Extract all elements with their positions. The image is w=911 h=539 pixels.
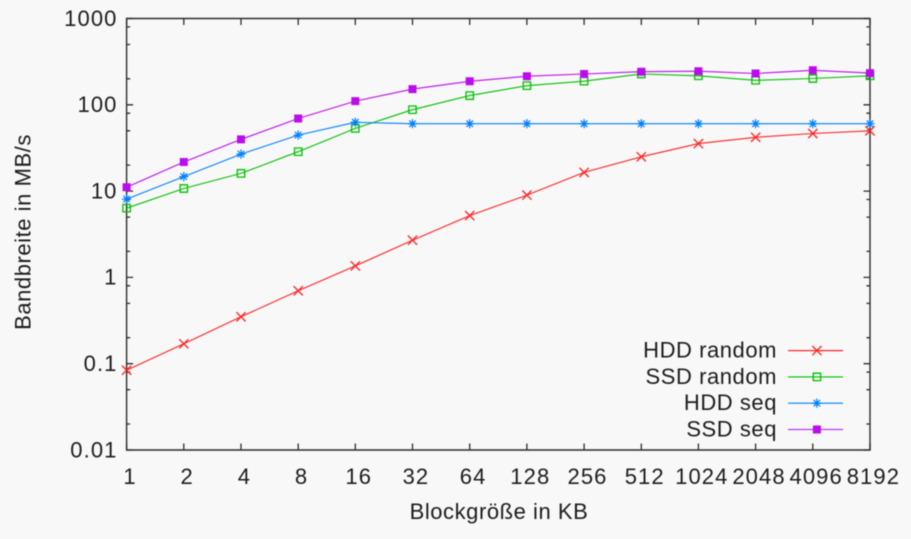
svg-text:32: 32 (403, 464, 430, 489)
svg-text:1: 1 (104, 265, 117, 290)
svg-text:256: 256 (567, 464, 607, 489)
svg-text:Blockgröße in KB: Blockgröße in KB (410, 499, 589, 524)
svg-text:0.1: 0.1 (84, 351, 118, 376)
svg-text:10: 10 (91, 178, 118, 203)
svg-text:1000: 1000 (64, 6, 117, 31)
svg-text:1024: 1024 (675, 464, 728, 489)
svg-text:4: 4 (238, 464, 251, 489)
svg-text:2: 2 (181, 464, 194, 489)
svg-text:8: 8 (295, 464, 308, 489)
svg-text:2048: 2048 (732, 464, 785, 489)
svg-text:512: 512 (625, 464, 665, 489)
svg-text:64: 64 (460, 464, 487, 489)
svg-text:4096: 4096 (790, 464, 843, 489)
svg-text:8192: 8192 (847, 464, 900, 489)
svg-text:1: 1 (123, 464, 136, 489)
svg-text:16: 16 (345, 464, 372, 489)
svg-text:HDD seq: HDD seq (684, 390, 777, 415)
svg-text:100: 100 (77, 92, 117, 117)
svg-text:0.01: 0.01 (70, 437, 117, 462)
svg-text:SSD seq: SSD seq (686, 416, 777, 441)
svg-text:SSD random: SSD random (646, 364, 777, 389)
svg-text:Bandbreite in MB/s: Bandbreite in MB/s (11, 134, 36, 330)
svg-text:128: 128 (510, 464, 550, 489)
svg-text:HDD random: HDD random (643, 338, 777, 363)
